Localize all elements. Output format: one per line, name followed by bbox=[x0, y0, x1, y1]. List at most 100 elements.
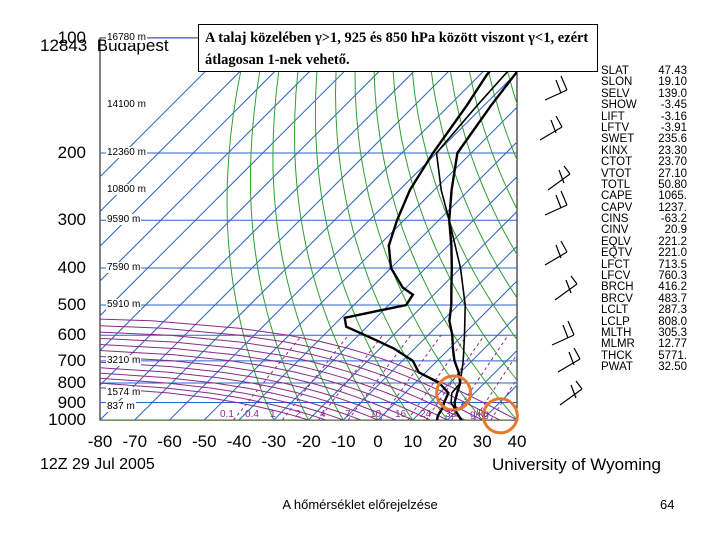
index-key: THCK bbox=[601, 349, 633, 362]
barb-flag bbox=[560, 240, 568, 253]
index-value: 235.6 bbox=[658, 133, 687, 146]
mixing-ratio-line bbox=[233, 334, 303, 420]
data-source: University of Wyoming bbox=[492, 455, 661, 474]
index-value: 713.5 bbox=[658, 258, 687, 271]
isotherm-line bbox=[273, 176, 517, 420]
pressure-tick-label: 1000 bbox=[48, 410, 86, 429]
isotherm-line bbox=[100, 38, 413, 352]
isotherm-line bbox=[377, 280, 517, 420]
dry-adiabat-line bbox=[373, 38, 517, 420]
isotherm-line bbox=[412, 315, 517, 420]
dry-adiabat-line bbox=[427, 38, 517, 299]
index-value: -3.91 bbox=[660, 121, 687, 134]
index-key: LFCV bbox=[601, 270, 631, 283]
index-key: CAPE bbox=[601, 190, 633, 203]
highlight-circle bbox=[435, 374, 473, 412]
index-row: SLAT 47.43 bbox=[601, 65, 687, 77]
dry-adiabat-line bbox=[293, 38, 379, 420]
index-key: PWAT bbox=[601, 361, 633, 374]
pressure-tick-label: 500 bbox=[57, 295, 86, 314]
wind-barb bbox=[554, 275, 578, 301]
index-key: MLTH bbox=[601, 326, 632, 339]
mixing-ratio-label: 10 bbox=[370, 409, 382, 420]
dewpoint-profile-line bbox=[343, 38, 517, 420]
barb-flag bbox=[560, 190, 568, 206]
dry-adiabat-line bbox=[226, 38, 275, 420]
barb-flag bbox=[555, 115, 563, 128]
index-row: SWET 235.6 bbox=[601, 133, 687, 146]
page-number: 64 bbox=[660, 497, 675, 512]
dry-adiabat-line bbox=[334, 38, 448, 420]
index-key: CINS bbox=[601, 213, 629, 226]
pressure-tick-label: 800 bbox=[57, 372, 86, 392]
index-value: 27.10 bbox=[658, 167, 687, 180]
barb-staff bbox=[539, 126, 563, 141]
index-row: KINX 23.30 bbox=[601, 145, 687, 157]
temperature-tick-label: -70 bbox=[122, 432, 148, 451]
index-key: LFTV bbox=[601, 121, 630, 134]
moist-adiabat-line bbox=[100, 387, 309, 420]
pressure-tick-label: 700 bbox=[57, 350, 86, 370]
moist-adiabat-line bbox=[100, 350, 431, 420]
mixing-ratio-label: 0.1 bbox=[220, 409, 234, 420]
mixing-ratio-label: g/kg bbox=[470, 409, 489, 420]
index-row: CAPV 1237. bbox=[601, 202, 687, 214]
wind-barbs bbox=[539, 75, 583, 406]
pressure-tick-label: 200 bbox=[57, 142, 86, 162]
stability-indices: SLAT 47.43 SLON 19.10 SELV 139.0 SHOW -3.45 LIFT… bbox=[601, 65, 687, 374]
temperature-tick-label: -30 bbox=[261, 432, 287, 451]
station-number: 12843 bbox=[40, 36, 88, 55]
temperature-tick-label: 30 bbox=[472, 432, 492, 451]
wind-barb bbox=[539, 115, 563, 141]
dry-adiabat-line bbox=[445, 38, 517, 256]
wind-barb bbox=[547, 165, 571, 191]
barb-flag bbox=[555, 194, 562, 209]
index-row: LFTV -3.91 bbox=[601, 121, 687, 134]
index-row: CAPE 1065. bbox=[601, 190, 687, 203]
isotherm-line bbox=[100, 38, 483, 420]
index-row: PWAT 32.50 bbox=[601, 361, 687, 374]
barb-staff bbox=[544, 251, 568, 266]
index-row: LIFT -3.16 bbox=[601, 110, 687, 123]
index-value: -3.45 bbox=[660, 99, 687, 112]
index-value: 32.50 bbox=[658, 361, 687, 374]
barb-staff bbox=[544, 204, 568, 216]
barb-flag bbox=[563, 165, 571, 175]
index-row: LCLP 808.0 bbox=[601, 316, 687, 328]
mixing-ratio-line bbox=[407, 335, 468, 420]
index-key: CINV bbox=[601, 224, 629, 237]
index-key: MLMR bbox=[601, 338, 635, 351]
index-key: SELV bbox=[601, 87, 630, 100]
index-value: 19.10 bbox=[658, 76, 687, 89]
index-row: EQTV 221.0 bbox=[601, 247, 687, 259]
isotherm-line bbox=[100, 38, 309, 247]
dry-adiabat-line bbox=[250, 38, 309, 420]
temperature-tick-label: 0 bbox=[373, 432, 383, 451]
pressure-tick-label: 100 bbox=[57, 28, 86, 47]
index-key: VTOT bbox=[601, 167, 632, 180]
index-key: BRCH bbox=[601, 281, 634, 294]
barb-flag bbox=[560, 75, 568, 91]
barb-staff bbox=[544, 89, 568, 101]
isotherm-line bbox=[447, 349, 517, 420]
barb-flag bbox=[550, 119, 557, 134]
index-value: -3.16 bbox=[660, 110, 687, 123]
index-row: CTOT 23.70 bbox=[601, 156, 687, 168]
index-row: VTOT 27.10 bbox=[601, 167, 687, 180]
mixing-ratio-label: 0.4 bbox=[245, 409, 259, 420]
index-value: 483.7 bbox=[658, 292, 687, 305]
index-value: 139.0 bbox=[658, 87, 687, 100]
barb-flag bbox=[568, 351, 575, 366]
height-label: 1574 m bbox=[106, 387, 142, 399]
highlight-circle bbox=[481, 397, 519, 435]
height-label: 16780 m bbox=[106, 32, 147, 43]
index-key: LIFT bbox=[601, 110, 625, 123]
mixing-ratio-line bbox=[347, 334, 412, 420]
wind-barb bbox=[551, 320, 575, 346]
pressure-tick-label: 900 bbox=[57, 392, 86, 412]
wind-barb bbox=[557, 347, 581, 373]
barb-flag bbox=[567, 320, 575, 336]
height-label: 10800 m bbox=[106, 184, 147, 195]
isotherm-line bbox=[308, 210, 517, 420]
